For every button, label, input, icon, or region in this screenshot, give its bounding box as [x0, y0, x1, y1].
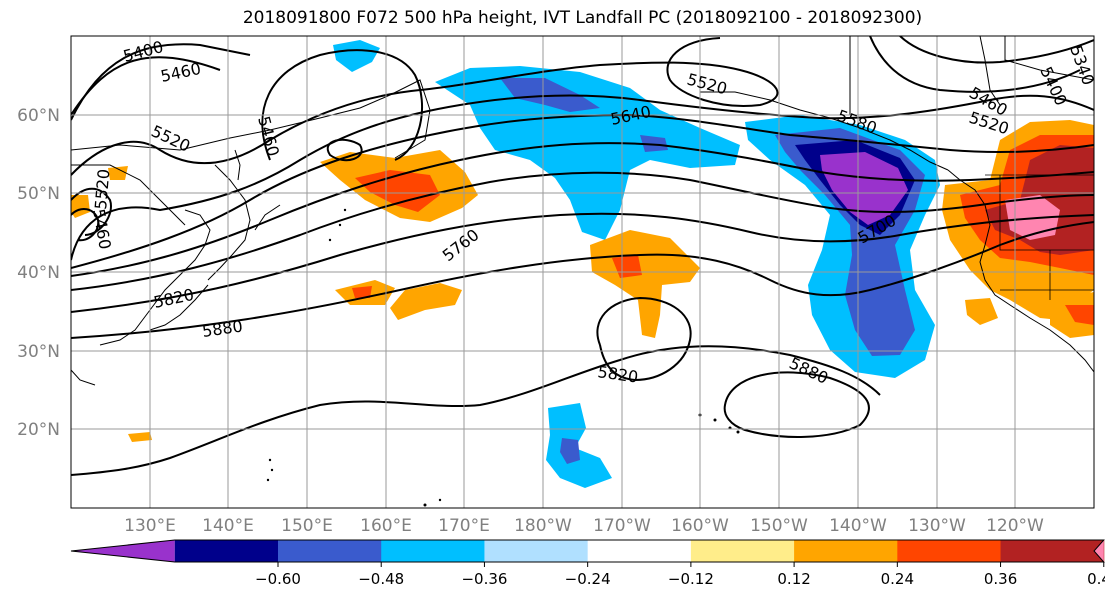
- colorbar-cell-9: [1000, 540, 1105, 562]
- lon-label: 160°E: [360, 516, 412, 536]
- lon-label: 150°W: [750, 516, 808, 536]
- colorbar-cell-5: [587, 540, 692, 562]
- colorbar-tick-label: 0.48: [1087, 570, 1105, 588]
- colorbar-cell-6: [690, 540, 795, 562]
- height-contours: [71, 36, 1094, 476]
- colorbar-cells: [70, 539, 1105, 563]
- colorbar-tick-label: −0.24: [565, 570, 611, 588]
- colorbar-tick-label: −0.36: [461, 570, 507, 588]
- colorbar-cell-1: [174, 540, 279, 562]
- lon-label: 130°W: [908, 516, 966, 536]
- lon-label: 140°E: [202, 516, 254, 536]
- lat-label-50n: 50°N: [17, 184, 60, 204]
- contour-label: 5520: [91, 168, 113, 210]
- lon-label: 160°W: [671, 516, 729, 536]
- colorbar-cell-7: [794, 540, 898, 562]
- lon-label: 120°W: [986, 516, 1044, 536]
- lon-label: 150°E: [281, 516, 333, 536]
- colorbar-cell-0: [71, 540, 175, 562]
- negative-anomaly-region-small: [333, 40, 612, 488]
- lat-label-20n: 20°N: [17, 420, 60, 440]
- state-borders: [985, 174, 1094, 300]
- colorbar-tick-label: 0.24: [881, 570, 914, 588]
- map-title: 2018091800 F072 500 hPa height, IVT Land…: [242, 8, 923, 28]
- colorbar-cell-10: [1094, 540, 1104, 562]
- colorbar-cell-2: [277, 540, 382, 562]
- lon-label: 170°W: [593, 516, 651, 536]
- graticule: [71, 36, 1094, 508]
- colorbar-cell-8: [897, 540, 1002, 562]
- lon-label: 170°E: [438, 516, 490, 536]
- lon-label: 140°W: [829, 516, 887, 536]
- colorbar-tick-label: 0.36: [984, 570, 1017, 588]
- lat-label-30n: 30°N: [17, 342, 60, 362]
- lon-label: 180°W: [514, 516, 572, 536]
- colorbar-labels: −0.60 −0.48 −0.36 −0.24 −0.12 0.12 0.24 0.36 0.4…: [255, 562, 1105, 588]
- colorbar-tick-label: 0.12: [777, 570, 810, 588]
- lon-label: 130°E: [124, 516, 176, 536]
- colorbar-cell-3: [381, 540, 485, 562]
- lat-label-60n: 60°N: [17, 106, 60, 126]
- lat-label-40n: 40°N: [17, 263, 60, 283]
- colorbar-cell-4: [484, 540, 589, 562]
- colorbar-tick-label: −0.60: [255, 570, 301, 588]
- map-frame: [70, 35, 1095, 509]
- colorbar-tick-label: −0.48: [358, 570, 404, 588]
- colorbar-tick-label: −0.12: [668, 570, 714, 588]
- latitude-labels: 60°N 50°N 40°N 30°N 20°N: [17, 106, 60, 440]
- longitude-labels: 130°E 140°E 150°E 160°E 170°E 180°W 170°…: [124, 516, 1044, 536]
- colorbar-outline: [70, 539, 1105, 563]
